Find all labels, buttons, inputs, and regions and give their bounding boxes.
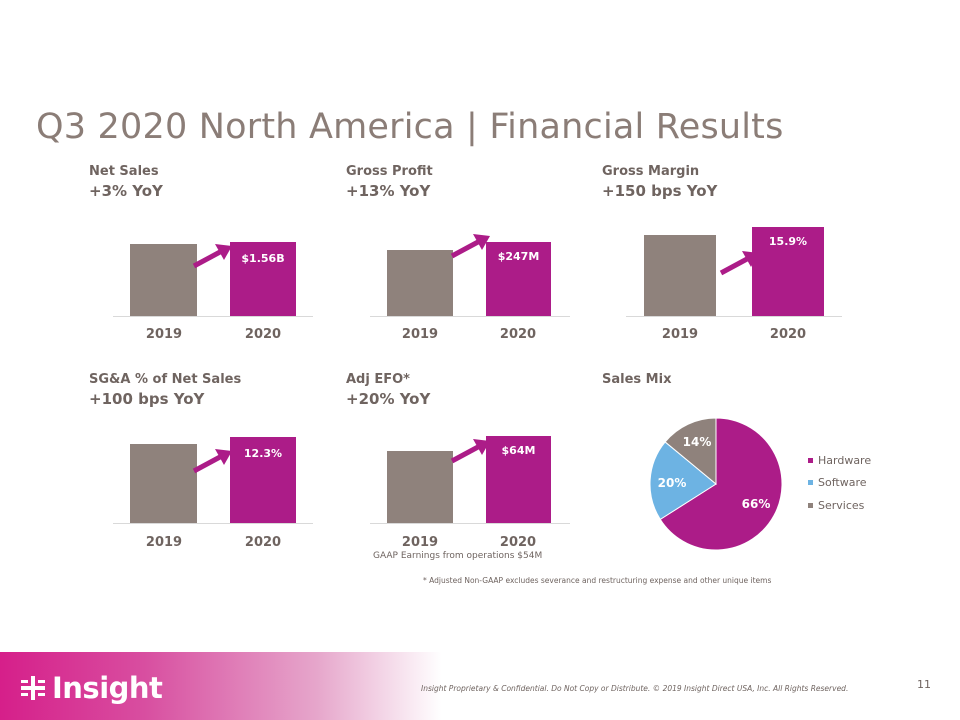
legend-item-software: Software: [808, 476, 867, 489]
software-swatch: [808, 480, 813, 485]
adj-efo-year-2020: 2020: [499, 535, 537, 550]
page-title: Q3 2020 North America | Financial Result…: [36, 107, 784, 147]
gross-margin-year-2020: 2020: [769, 327, 807, 342]
gross-profit-growth-arrow-icon: [450, 234, 490, 259]
gross-margin-growth-arrow-icon: [719, 251, 759, 276]
sga-bar-2019: [130, 444, 197, 523]
sales-mix-label: Sales Mix: [602, 372, 672, 387]
legend-label-software: Software: [818, 476, 867, 489]
sales-mix-pie-chart: 66% 20% 14%: [649, 417, 783, 551]
net-sales-growth-arrow-icon: [192, 244, 232, 269]
net-sales-label: Net Sales: [89, 164, 159, 179]
hardware-percent-label: 66%: [742, 497, 771, 511]
gross-margin-baseline: [626, 316, 842, 317]
gross-profit-year-2020: 2020: [499, 327, 537, 342]
sga-baseline: [113, 523, 313, 524]
net-sales-year-2020: 2020: [244, 327, 282, 342]
adj-efo-value-label: $64M: [501, 444, 536, 457]
net-sales-value-label: $1.56B: [241, 252, 285, 265]
gross-margin-value-label: 15.9%: [768, 235, 808, 248]
gross-profit-year-2019: 2019: [401, 327, 439, 342]
hardware-swatch: [808, 458, 813, 463]
gross-profit-bar-2019: [387, 250, 453, 316]
gross-profit-value-label: $247M: [497, 250, 540, 263]
sga-value-label: 12.3%: [243, 447, 283, 460]
insight-logo-mark-icon: [21, 676, 45, 700]
software-percent-label: 20%: [658, 476, 687, 490]
software-slice: [649, 441, 717, 521]
legend-item-services: Services: [808, 499, 864, 512]
gross-profit-baseline: [370, 316, 570, 317]
services-swatch: [808, 503, 813, 508]
adj-efo-baseline: [370, 523, 570, 524]
hardware-slice: [659, 417, 783, 551]
gross-profit-change: +13% YoY: [346, 182, 431, 200]
sga-year-2020: 2020: [244, 535, 282, 550]
sga-growth-arrow-icon: [192, 449, 232, 474]
gross-margin-bar-2020: [752, 227, 824, 316]
gross-profit-label: Gross Profit: [346, 164, 433, 179]
services-percent-label: 14%: [683, 435, 712, 449]
adj-efo-bar-2020: [486, 436, 551, 523]
footer-legal-text: Insight Proprietary & Confidential. Do N…: [421, 684, 849, 693]
page-number: 11: [917, 678, 931, 691]
legend-label-services: Services: [818, 499, 865, 512]
gross-margin-year-2019: 2019: [661, 327, 699, 342]
gross-margin-label: Gross Margin: [602, 164, 700, 179]
adj-efo-year-2019: 2019: [401, 535, 439, 550]
gross-profit-bar-2020: [486, 242, 551, 316]
adj-efo-bar-2019: [387, 451, 453, 523]
footer-gradient-band: [0, 652, 960, 720]
net-sales-baseline: [113, 316, 313, 317]
legend-item-hardware: Hardware: [808, 454, 871, 467]
services-slice: [664, 417, 717, 486]
adj-efo-change: +20% YoY: [346, 390, 431, 408]
sga-label: SG&A % of Net Sales: [89, 372, 242, 387]
sga-year-2019: 2019: [145, 535, 183, 550]
net-sales-bar-2020: [230, 242, 296, 316]
sga-change: +100 bps YoY: [89, 390, 205, 408]
gaap-earnings-note: GAAP Earnings from operations $54M: [373, 551, 543, 561]
net-sales-bar-2019: [130, 244, 197, 316]
net-sales-change: +3% YoY: [89, 182, 163, 200]
legend-label-hardware: Hardware: [818, 454, 872, 467]
gross-margin-bar-2019: [644, 235, 716, 316]
insight-logo: Insight: [20, 671, 163, 705]
gross-margin-change: +150 bps YoY: [602, 182, 718, 200]
net-sales-year-2019: 2019: [145, 327, 183, 342]
insight-logo-text: Insight: [52, 671, 163, 705]
adjusted-non-gaap-footnote: * Adjusted Non-GAAP excludes severance a…: [423, 576, 772, 585]
adj-efo-label: Adj EFO*: [346, 372, 410, 387]
adj-efo-growth-arrow-icon: [450, 439, 490, 464]
sga-bar-2020: [230, 437, 296, 523]
